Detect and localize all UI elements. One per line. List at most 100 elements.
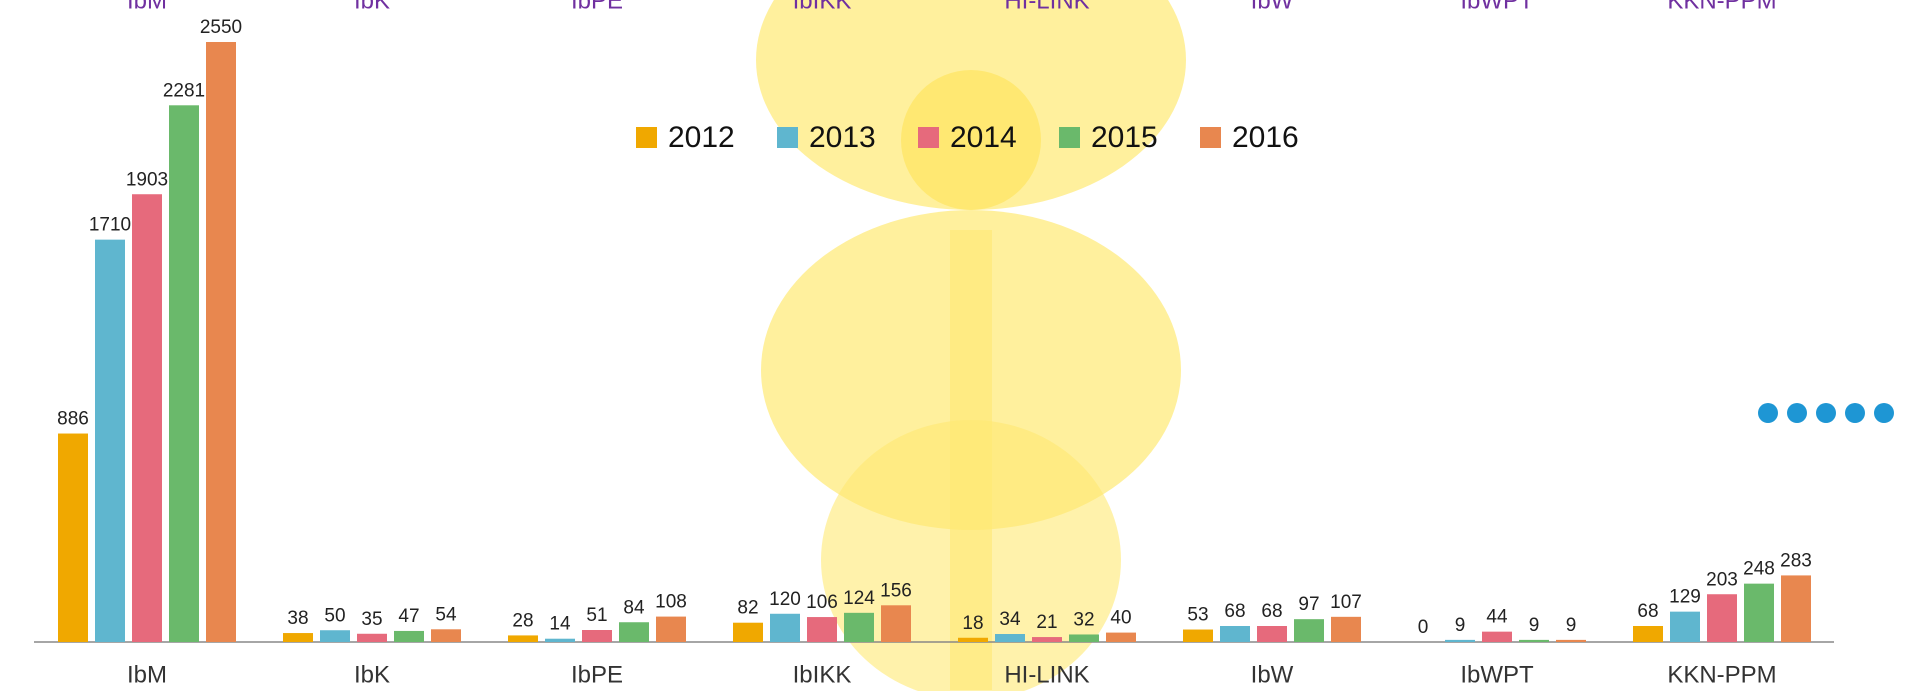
watermark xyxy=(756,0,1186,691)
legend-label: 2013 xyxy=(809,121,876,154)
bar xyxy=(508,635,538,642)
value-label: 40 xyxy=(1110,608,1131,629)
value-label: 124 xyxy=(843,588,875,609)
bar xyxy=(995,634,1025,642)
top-category-label: IbK xyxy=(354,0,390,14)
value-label: 283 xyxy=(1780,550,1812,571)
x-tick-label: IbK xyxy=(354,661,390,688)
top-category-label: IbM xyxy=(127,0,167,14)
legend-swatch xyxy=(918,127,939,148)
value-label: 47 xyxy=(398,606,419,627)
bar xyxy=(1744,584,1774,642)
bar xyxy=(169,105,199,642)
top-category-label: IbPE xyxy=(571,0,623,14)
bar xyxy=(1069,634,1099,642)
bar xyxy=(1220,626,1250,642)
value-label: 34 xyxy=(999,609,1021,630)
value-label: 51 xyxy=(586,605,607,626)
chart: IbM IbM 886 1710 1903 2281 2550 IbK IbK 38 50 35 47 5… xyxy=(0,0,1917,691)
bar xyxy=(1556,640,1586,642)
bar xyxy=(844,613,874,642)
bar xyxy=(958,638,988,642)
legend-label: 2016 xyxy=(1232,121,1299,154)
bar xyxy=(1519,640,1549,642)
bar xyxy=(1106,633,1136,642)
bar xyxy=(1331,617,1361,642)
x-tick-label: IbIKK xyxy=(793,661,852,688)
bar xyxy=(656,617,686,642)
x-tick-label: IbM xyxy=(127,661,167,688)
bar xyxy=(1445,640,1475,642)
value-label: 21 xyxy=(1036,612,1057,633)
bar xyxy=(95,240,125,642)
legend-label: 2015 xyxy=(1091,121,1158,154)
value-label: 68 xyxy=(1261,601,1282,622)
value-label: 0 xyxy=(1418,617,1429,638)
value-label: 106 xyxy=(806,592,838,613)
bar xyxy=(58,434,88,642)
value-label: 248 xyxy=(1743,559,1775,580)
bar xyxy=(431,629,461,642)
bar xyxy=(1294,619,1324,642)
value-label: 1710 xyxy=(89,215,131,236)
x-tick-label: IbW xyxy=(1251,661,1294,688)
bar xyxy=(807,617,837,642)
bar xyxy=(1670,612,1700,642)
x-tick-label: HI-LINK xyxy=(1004,661,1089,688)
value-label: 44 xyxy=(1486,607,1508,628)
bar xyxy=(1032,637,1062,642)
value-label: 68 xyxy=(1224,601,1245,622)
bar xyxy=(881,605,911,642)
bar xyxy=(1633,626,1663,642)
value-label: 107 xyxy=(1330,592,1362,613)
value-label: 14 xyxy=(549,614,571,635)
bar xyxy=(132,194,162,642)
top-category-label: HI-LINK xyxy=(1004,0,1089,14)
legend-swatch xyxy=(777,127,798,148)
bar xyxy=(357,634,387,642)
value-label: 35 xyxy=(361,609,382,630)
bar xyxy=(582,630,612,642)
value-label: 50 xyxy=(324,605,345,626)
value-label: 18 xyxy=(962,613,983,634)
bar xyxy=(545,639,575,642)
value-label: 2550 xyxy=(200,17,242,38)
value-label: 68 xyxy=(1637,601,1658,622)
x-tick-label: IbPE xyxy=(571,661,623,688)
bar xyxy=(283,633,313,642)
bar xyxy=(206,42,236,642)
bar xyxy=(733,623,763,642)
legend-swatch xyxy=(1059,127,1080,148)
bar xyxy=(619,622,649,642)
value-label: 203 xyxy=(1706,569,1738,590)
value-label: 97 xyxy=(1298,594,1319,615)
value-label: 129 xyxy=(1669,587,1701,608)
value-label: 32 xyxy=(1073,609,1094,630)
value-label: 1903 xyxy=(126,169,168,190)
bar xyxy=(320,630,350,642)
legend-swatch xyxy=(1200,127,1221,148)
bar xyxy=(1707,594,1737,642)
value-label: 28 xyxy=(512,610,533,631)
value-label: 108 xyxy=(655,592,687,613)
value-label: 53 xyxy=(1187,605,1208,626)
value-label: 9 xyxy=(1566,615,1577,636)
bar xyxy=(770,614,800,642)
top-category-label: IbW xyxy=(1251,0,1294,14)
pagination-dots xyxy=(1758,403,1894,423)
value-label: 886 xyxy=(57,409,89,430)
bar xyxy=(1781,575,1811,642)
value-label: 84 xyxy=(623,597,645,618)
bar xyxy=(1482,632,1512,642)
value-label: 120 xyxy=(769,589,801,610)
value-label: 9 xyxy=(1529,615,1540,636)
value-label: 38 xyxy=(287,608,308,629)
value-label: 9 xyxy=(1455,615,1466,636)
value-label: 156 xyxy=(880,580,912,601)
value-label: 2281 xyxy=(163,80,205,101)
bar xyxy=(1257,626,1287,642)
x-tick-label: IbWPT xyxy=(1460,661,1534,688)
x-tick-label: KKN-PPM xyxy=(1667,661,1776,688)
legend-label: 2014 xyxy=(950,121,1017,154)
legend-label: 2012 xyxy=(668,121,735,154)
